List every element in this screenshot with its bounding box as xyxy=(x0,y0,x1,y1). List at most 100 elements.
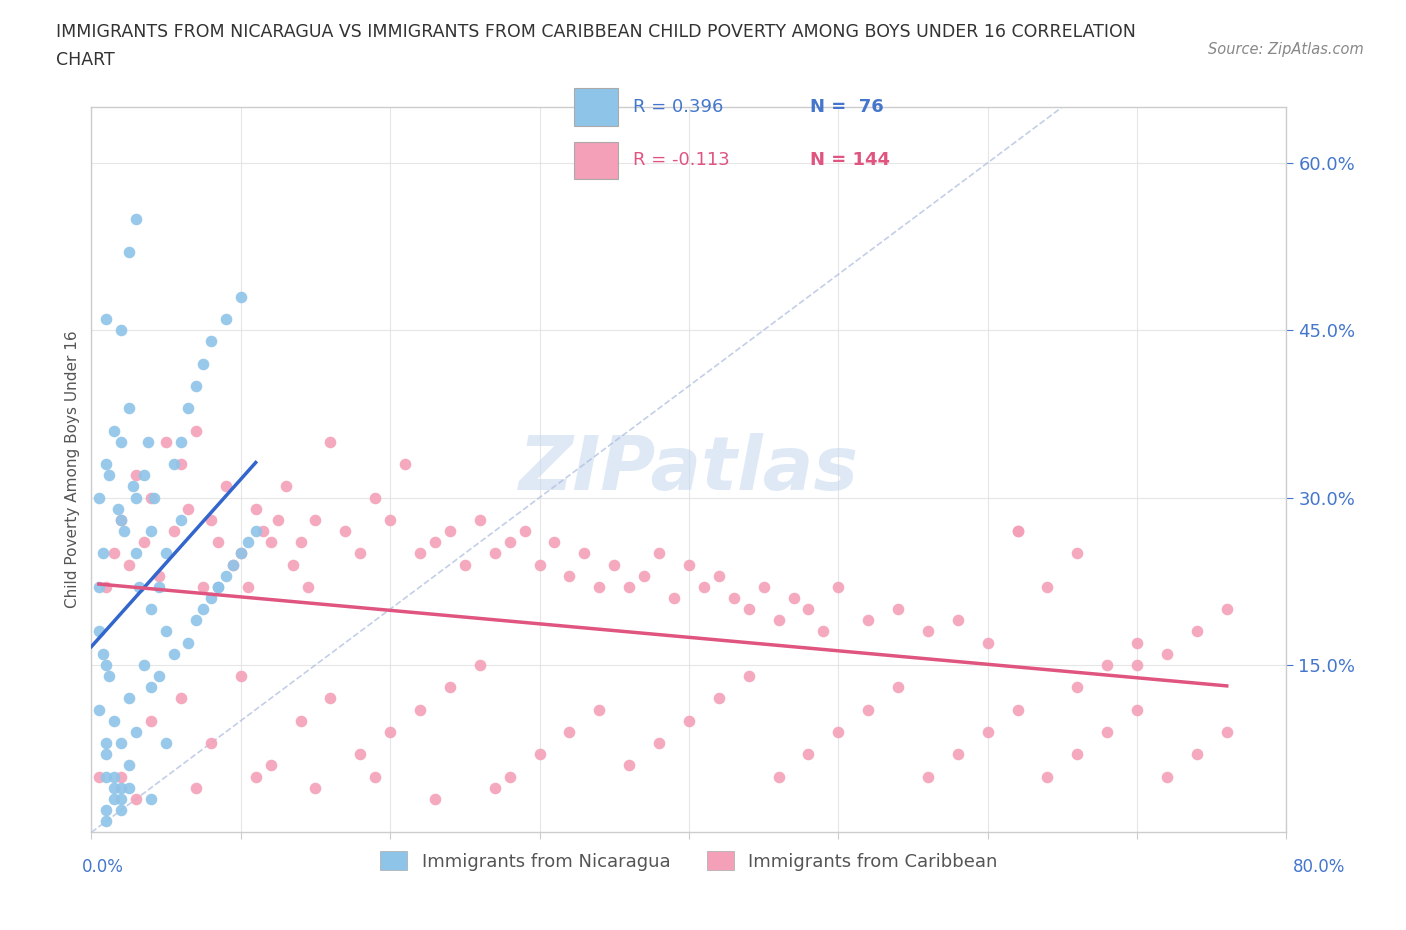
Point xyxy=(222,557,245,572)
Point xyxy=(349,747,371,762)
Point xyxy=(93,546,115,561)
Text: 80.0%: 80.0% xyxy=(1292,857,1346,876)
Point xyxy=(193,602,215,617)
Point xyxy=(454,557,477,572)
Point xyxy=(252,524,274,538)
Point xyxy=(87,490,110,505)
Text: IMMIGRANTS FROM NICARAGUA VS IMMIGRANTS FROM CARIBBEAN CHILD POVERTY AMONG BOYS : IMMIGRANTS FROM NICARAGUA VS IMMIGRANTS … xyxy=(56,23,1136,41)
Point xyxy=(1126,635,1149,650)
Point xyxy=(148,669,170,684)
Point xyxy=(827,579,849,594)
Point xyxy=(125,211,148,226)
Point xyxy=(200,512,222,527)
Point xyxy=(297,579,319,594)
Point xyxy=(128,579,150,594)
Point xyxy=(215,312,238,326)
Point xyxy=(752,579,775,594)
Point xyxy=(574,546,596,561)
Point xyxy=(439,524,461,538)
Point xyxy=(1066,546,1088,561)
Point xyxy=(1185,747,1208,762)
Point xyxy=(281,557,304,572)
Point xyxy=(103,423,125,438)
Point xyxy=(96,747,118,762)
Point xyxy=(112,524,135,538)
Point xyxy=(215,479,238,494)
Text: ZIPatlas: ZIPatlas xyxy=(519,433,859,506)
Point xyxy=(917,624,939,639)
Point xyxy=(768,613,790,628)
Point xyxy=(141,524,163,538)
Point xyxy=(1066,747,1088,762)
Point xyxy=(141,680,163,695)
Point xyxy=(858,702,880,717)
Point xyxy=(1156,646,1178,661)
Point xyxy=(1007,524,1029,538)
Point xyxy=(110,512,132,527)
Point xyxy=(87,702,110,717)
Point xyxy=(193,356,215,371)
Text: CHART: CHART xyxy=(56,51,115,69)
Point xyxy=(619,579,641,594)
Point xyxy=(96,658,118,672)
Point xyxy=(290,713,312,728)
Point xyxy=(737,669,759,684)
Point xyxy=(141,791,163,806)
Point xyxy=(678,557,700,572)
Point xyxy=(118,691,141,706)
Point xyxy=(468,658,491,672)
FancyBboxPatch shape xyxy=(574,141,617,179)
Point xyxy=(304,512,326,527)
Point xyxy=(423,791,446,806)
Point xyxy=(229,546,252,561)
Point xyxy=(1156,769,1178,784)
Point xyxy=(162,524,184,538)
Point xyxy=(693,579,716,594)
Point xyxy=(558,724,581,739)
Point xyxy=(96,803,118,817)
Point xyxy=(245,524,267,538)
Point xyxy=(259,535,281,550)
Point xyxy=(782,591,804,605)
Point xyxy=(529,557,551,572)
Point xyxy=(118,245,141,259)
Point xyxy=(946,613,969,628)
Point xyxy=(1126,658,1149,672)
Point xyxy=(110,434,132,449)
Point xyxy=(215,568,238,583)
Point xyxy=(1097,724,1119,739)
Point xyxy=(707,691,730,706)
Point xyxy=(917,769,939,784)
Point xyxy=(184,613,207,628)
Point xyxy=(110,769,132,784)
Point xyxy=(259,758,281,773)
Point xyxy=(177,501,200,516)
Point xyxy=(222,557,245,572)
Point xyxy=(93,646,115,661)
Point xyxy=(813,624,835,639)
Point xyxy=(148,568,170,583)
Point xyxy=(170,512,193,527)
Point xyxy=(513,524,536,538)
Point xyxy=(96,579,118,594)
Point xyxy=(193,579,215,594)
Point xyxy=(976,635,998,650)
Point xyxy=(162,646,184,661)
Point xyxy=(858,613,880,628)
Point xyxy=(125,490,148,505)
Point xyxy=(155,434,177,449)
Point xyxy=(96,769,118,784)
Point xyxy=(103,791,125,806)
Point xyxy=(229,669,252,684)
Point xyxy=(118,401,141,416)
Point xyxy=(98,669,121,684)
Point xyxy=(87,624,110,639)
Text: Source: ZipAtlas.com: Source: ZipAtlas.com xyxy=(1208,42,1364,57)
Point xyxy=(132,535,155,550)
Point xyxy=(238,579,260,594)
Point xyxy=(170,691,193,706)
Point xyxy=(177,401,200,416)
Point xyxy=(1185,624,1208,639)
Point xyxy=(136,434,159,449)
Point xyxy=(499,769,522,784)
